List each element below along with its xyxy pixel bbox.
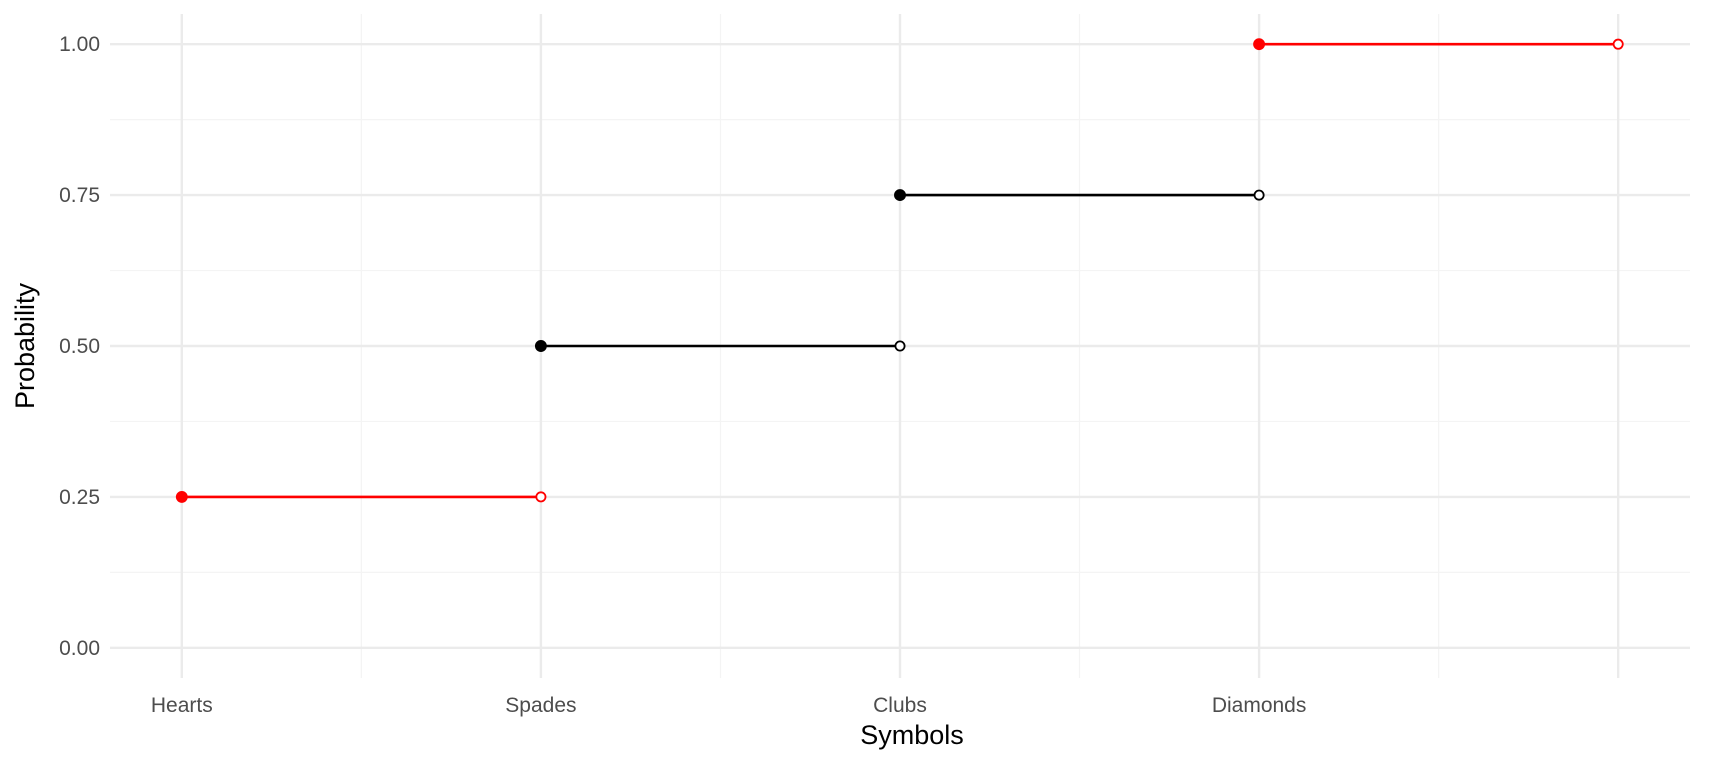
y-tick-label: 0.50 <box>59 335 100 358</box>
closed-point <box>534 340 547 352</box>
x-tick-label: Spades <box>505 694 576 717</box>
x-tick-label: Hearts <box>151 694 213 717</box>
y-axis-title: Probability <box>10 282 40 409</box>
open-point <box>894 340 906 352</box>
closed-point <box>894 189 906 202</box>
closed-point <box>1253 38 1266 51</box>
open-point <box>1253 189 1265 201</box>
step-segments <box>175 38 1624 503</box>
y-tick-label: 0.75 <box>59 184 100 207</box>
y-axis-tick-labels: 0.00 0.25 0.50 0.75 1.00 <box>59 33 100 660</box>
y-tick-label: 0.00 <box>59 637 100 660</box>
x-tick-label: Clubs <box>873 694 927 717</box>
x-axis-title: Symbols <box>860 720 964 750</box>
closed-point <box>175 490 188 503</box>
y-tick-label: 1.00 <box>59 33 100 56</box>
x-axis-tick-labels: Hearts Spades Clubs Diamonds <box>151 694 1306 717</box>
open-point <box>1612 38 1624 50</box>
y-tick-label: 0.25 <box>59 486 100 509</box>
open-point <box>535 491 547 503</box>
x-tick-label: Diamonds <box>1212 694 1307 717</box>
